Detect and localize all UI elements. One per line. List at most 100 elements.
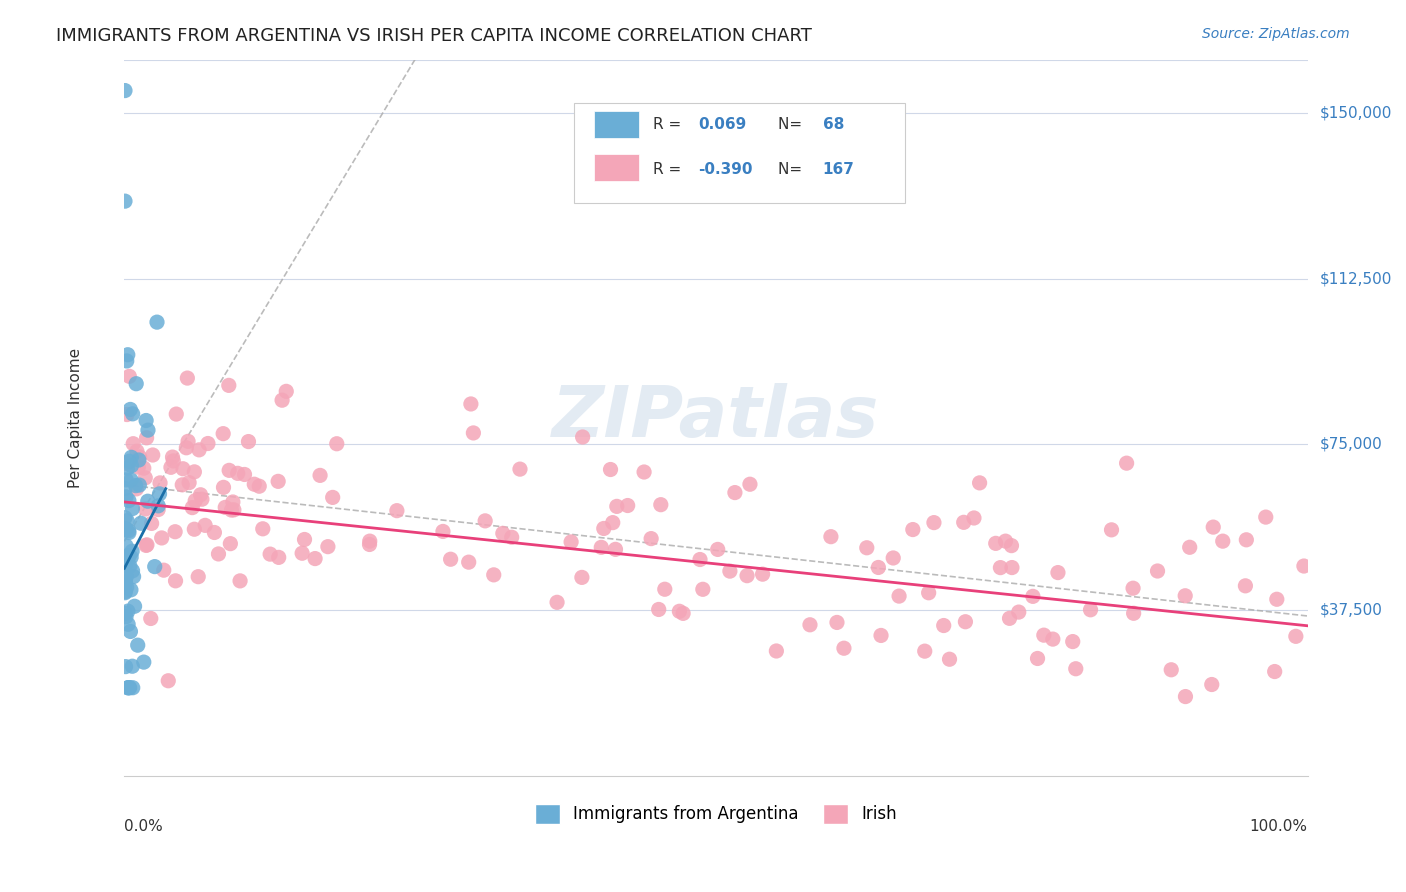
Point — [121, 407, 143, 421]
Point — [187, 570, 209, 584]
Point — [606, 500, 628, 514]
Point — [129, 516, 152, 531]
Point — [114, 482, 136, 496]
Point — [114, 575, 136, 590]
Point — [121, 681, 143, 695]
Point — [1042, 632, 1064, 646]
Point — [134, 471, 156, 485]
Point — [191, 492, 214, 507]
Point — [605, 542, 627, 557]
Point — [135, 538, 157, 552]
Point — [672, 607, 695, 621]
Point — [114, 659, 136, 673]
Point — [146, 315, 169, 329]
Text: ZIPatlas: ZIPatlas — [553, 384, 880, 452]
Point — [984, 536, 1007, 550]
Text: Per Capita Income: Per Capita Income — [67, 348, 83, 488]
Point — [135, 431, 157, 445]
Point — [1292, 559, 1315, 574]
Point — [233, 467, 256, 482]
Point — [633, 465, 655, 479]
Point — [115, 550, 138, 565]
Point — [150, 531, 173, 545]
Point — [799, 617, 821, 632]
Point — [738, 477, 761, 491]
Point — [136, 494, 159, 508]
Point — [143, 559, 166, 574]
Point — [162, 450, 184, 464]
Point — [132, 461, 155, 475]
Point — [218, 378, 240, 392]
Point — [718, 564, 741, 578]
Point — [751, 567, 773, 582]
Point — [1101, 523, 1123, 537]
Point — [1026, 651, 1049, 665]
Point — [359, 537, 381, 551]
Point — [115, 609, 138, 624]
Point — [115, 569, 138, 583]
Point — [125, 478, 148, 492]
Point — [115, 408, 138, 422]
Point — [115, 549, 138, 563]
Text: R =: R = — [654, 161, 686, 177]
Point — [114, 194, 136, 209]
Point — [202, 525, 225, 540]
Point — [326, 436, 349, 450]
Point — [247, 479, 270, 493]
Point — [998, 611, 1021, 625]
Point — [122, 569, 145, 583]
FancyBboxPatch shape — [574, 103, 905, 202]
Point — [1174, 589, 1197, 603]
Point — [120, 458, 142, 473]
Point — [115, 457, 138, 471]
Point — [1254, 510, 1277, 524]
Text: -0.390: -0.390 — [699, 161, 752, 177]
Point — [115, 354, 138, 368]
Point — [118, 559, 141, 574]
Point — [602, 516, 624, 530]
Text: N=: N= — [778, 118, 807, 132]
Point — [114, 558, 136, 573]
Point — [1201, 677, 1223, 691]
Bar — [595, 154, 640, 181]
Point — [474, 514, 496, 528]
Point — [1032, 628, 1054, 642]
Point — [882, 551, 904, 566]
Point — [114, 510, 136, 524]
Point — [142, 448, 165, 462]
Point — [115, 490, 138, 504]
Point — [385, 503, 408, 517]
Point — [482, 567, 505, 582]
Point — [922, 516, 945, 530]
Point — [221, 503, 243, 517]
Point — [139, 611, 162, 625]
Point — [125, 482, 148, 496]
Point — [212, 426, 235, 441]
Point — [492, 526, 515, 541]
Point — [706, 542, 728, 557]
Point — [128, 450, 150, 464]
Bar — [595, 112, 640, 138]
Point — [1064, 662, 1087, 676]
Point — [148, 499, 170, 513]
Text: Source: ZipAtlas.com: Source: ZipAtlas.com — [1202, 27, 1350, 41]
Point — [219, 536, 242, 550]
Point — [121, 659, 143, 673]
Point — [117, 681, 139, 695]
Point — [117, 348, 139, 362]
Point — [117, 681, 139, 695]
Point — [165, 407, 187, 421]
Point — [207, 547, 229, 561]
Text: 167: 167 — [823, 161, 855, 177]
Point — [820, 530, 842, 544]
Point — [1212, 534, 1234, 549]
Point — [592, 521, 614, 535]
Point — [1160, 663, 1182, 677]
Point — [152, 563, 174, 577]
Point — [460, 397, 482, 411]
Point — [591, 541, 613, 555]
Point — [128, 453, 150, 467]
Point — [122, 436, 145, 450]
Point — [181, 500, 204, 515]
Text: $75,000: $75,000 — [1320, 437, 1382, 452]
